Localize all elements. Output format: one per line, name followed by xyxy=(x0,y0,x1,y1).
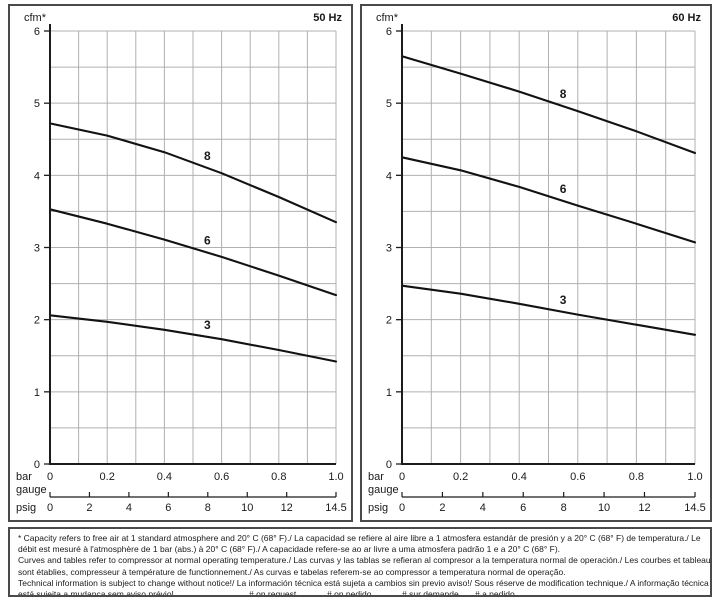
psig-tick-label: 14.5 xyxy=(325,502,346,514)
y-tick-label: 4 xyxy=(34,170,40,182)
x-tick-label: 0.2 xyxy=(453,471,468,483)
hash-note-a-pedido: # a pedido xyxy=(475,589,515,597)
x-tick-label: 0.6 xyxy=(570,471,585,483)
hash-note-on-request: # on request xyxy=(249,589,297,597)
footnote-line: sont établies, compresseur à température… xyxy=(18,566,566,577)
psig-tick-label: 6 xyxy=(520,502,526,514)
y-tick-label: 1 xyxy=(34,387,40,399)
psig-tick-label: 2 xyxy=(439,502,445,514)
x-axis-caption-gauge: gauge xyxy=(368,484,399,496)
curve-8 xyxy=(48,122,338,224)
x-tick-label: 0.4 xyxy=(157,471,172,483)
footnote-box: * Capacity refers to free air at 1 stand… xyxy=(8,527,712,597)
x-axis-caption-bar: bar xyxy=(16,471,32,483)
curve-3 xyxy=(400,284,697,336)
x-tick-label: 0.4 xyxy=(512,471,527,483)
y-axis-unit-label: cfm* xyxy=(376,12,398,24)
curve-label-3: 3 xyxy=(204,318,211,332)
psig-tick-label: 10 xyxy=(598,502,610,514)
footnote-line: débit est mesuré à l'atmosphère de 1 bar… xyxy=(18,544,561,555)
x-tick-label: 0 xyxy=(47,471,53,483)
psig-tick-label: 4 xyxy=(480,502,486,514)
curve-6 xyxy=(48,208,338,297)
curve-8 xyxy=(400,55,697,155)
psig-tick-label: 0 xyxy=(399,502,405,514)
curve-label-3: 3 xyxy=(560,293,567,307)
hash-note-on-pedido: # on pedido xyxy=(327,589,372,597)
x-tick-label: 0.6 xyxy=(214,471,229,483)
y-axis-unit-label: cfm* xyxy=(24,12,46,24)
y-tick-label: 5 xyxy=(34,98,40,110)
x-tick-label: 1.0 xyxy=(687,471,702,483)
footnote-last-line: está sujeita a mudança sem aviso prévio!… xyxy=(18,589,702,597)
chart-panel-60hz: cfm* 60 Hz 8 6 3 0 1 2 3 4 5 6 0 0.2 0.4 0.6 0.8 1.0 bar… xyxy=(360,4,712,522)
psig-tick-label: 10 xyxy=(241,502,253,514)
frequency-label-60hz: 60 Hz xyxy=(672,12,701,24)
curve-label-6: 6 xyxy=(204,234,211,248)
x-axis-caption-psig: psig xyxy=(368,502,388,514)
curve-label-8: 8 xyxy=(204,149,211,163)
y-tick-label: 6 xyxy=(386,26,392,38)
psig-tick-label: 4 xyxy=(126,502,132,514)
curve-3 xyxy=(48,314,338,363)
psig-tick-label: 12 xyxy=(638,502,650,514)
y-tick-label: 3 xyxy=(34,243,40,255)
y-tick-label: 1 xyxy=(386,387,392,399)
chart-panel-50hz: cfm* 50 Hz 8 6 3 0 1 2 3 4 5 6 0 0.2 0.4 0.6 0.8 1.0 bar… xyxy=(8,4,353,522)
psig-tick-label: 14.5 xyxy=(684,502,705,514)
y-tick-label: 4 xyxy=(386,170,392,182)
psig-tick-label: 6 xyxy=(165,502,171,514)
x-tick-label: 1.0 xyxy=(328,471,343,483)
frequency-label-50hz: 50 Hz xyxy=(313,12,342,24)
psig-tick-label: 8 xyxy=(561,502,567,514)
x-axis-caption-bar: bar xyxy=(368,471,384,483)
y-tick-label: 5 xyxy=(386,98,392,110)
y-tick-label: 2 xyxy=(34,315,40,327)
y-tick-label: 0 xyxy=(386,459,392,471)
hash-note-sur-demande: # sur demande xyxy=(402,589,459,597)
y-tick-label: 2 xyxy=(386,315,392,327)
x-tick-label: 0.2 xyxy=(100,471,115,483)
x-tick-label: 0 xyxy=(399,471,405,483)
y-tick-label: 3 xyxy=(386,243,392,255)
x-tick-label: 0.8 xyxy=(271,471,286,483)
curve-label-6: 6 xyxy=(560,182,567,196)
footnote-line: Technical information is subject to chan… xyxy=(18,577,709,588)
x-tick-label: 0.8 xyxy=(629,471,644,483)
footnote-line-text: está sujeita a mudança sem aviso prévio! xyxy=(18,589,174,597)
y-tick-label: 0 xyxy=(34,459,40,471)
curve-label-8: 8 xyxy=(560,87,567,101)
x-axis-caption-gauge: gauge xyxy=(16,484,47,496)
footnote-line: * Capacity refers to free air at 1 stand… xyxy=(18,533,701,543)
psig-tick-label: 8 xyxy=(205,502,211,514)
footnote-line: Curves and tables refer to compressor at… xyxy=(18,555,712,566)
psig-tick-label: 0 xyxy=(47,502,53,514)
psig-tick-label: 2 xyxy=(86,502,92,514)
curve-6 xyxy=(400,156,697,244)
x-axis-caption-psig: psig xyxy=(16,502,36,514)
psig-tick-label: 12 xyxy=(281,502,293,514)
y-tick-label: 6 xyxy=(34,26,40,38)
